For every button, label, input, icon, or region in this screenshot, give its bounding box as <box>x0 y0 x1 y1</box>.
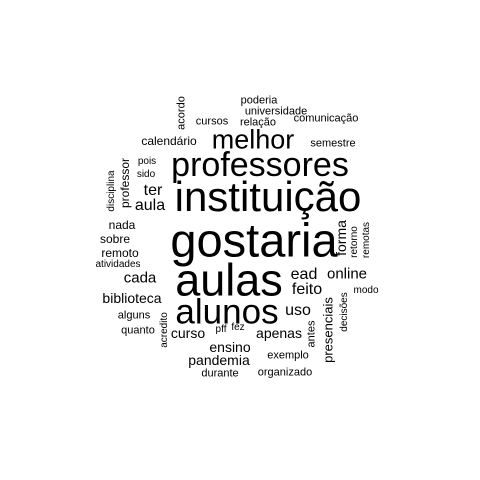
word-professor: professor <box>118 157 132 209</box>
word-semestre: semestre <box>310 137 356 150</box>
word-pois: pois <box>137 156 157 167</box>
word-atividades: atividades <box>95 259 141 270</box>
word-forma: forma <box>333 220 349 256</box>
word-organizado: organizado <box>257 366 313 379</box>
word-professores: professores <box>171 146 349 184</box>
word-exemplo: exemplo <box>267 349 309 362</box>
word-cursos: cursos <box>195 115 229 128</box>
word-decisoes: decisões <box>339 292 350 332</box>
word-remotas: remotas <box>361 221 372 259</box>
word-aulas: aulas <box>175 254 283 306</box>
word-gostaria: gostaria <box>170 213 338 267</box>
word-ead: ead <box>290 266 318 283</box>
word-disciplina: disciplina <box>106 170 117 212</box>
word-melhor: melhor <box>211 124 295 155</box>
word-acordo: acordo <box>175 96 188 130</box>
word-modo: modo <box>353 285 379 296</box>
word-universidade: universidade <box>244 105 308 118</box>
word-fez: fez <box>231 322 245 333</box>
word-presenciais: presenciais <box>320 297 336 363</box>
word-biblioteca: biblioteca <box>102 290 162 306</box>
word-durante: durante <box>201 367 239 380</box>
word-apenas: apenas <box>256 325 302 341</box>
word-retorno: retorno <box>349 226 360 258</box>
word-alunos: alunos <box>175 292 279 332</box>
word-sobre: sobre <box>99 232 131 246</box>
word-uso: uso <box>285 302 311 319</box>
word-instituicao: instituição <box>174 173 362 220</box>
word-feito: feito <box>291 281 323 298</box>
word-quanto: quanto <box>121 324 155 337</box>
word-acredito: acredito <box>159 312 170 348</box>
word-sido: sido <box>136 169 156 180</box>
word-curso: curso <box>170 325 206 341</box>
word-remoto: remoto <box>101 246 139 260</box>
word-online: online <box>326 265 368 283</box>
word-calendario: calendário <box>141 134 197 148</box>
word-pandemia: pandemia <box>188 352 250 368</box>
word-poderia: poderia <box>240 94 278 107</box>
word-relacao: relação <box>239 116 277 129</box>
word-nada: nada <box>108 218 136 232</box>
word-pff: pff <box>215 324 227 335</box>
word-cada: cada <box>123 269 157 287</box>
word-alguns: alguns <box>117 309 151 322</box>
word-aula: aula <box>134 197 166 214</box>
word-comunicacao: comunicação <box>293 112 359 125</box>
word-antes: antes <box>305 320 318 348</box>
word-ter: ter <box>143 182 163 199</box>
word-ensino: ensino <box>209 339 251 355</box>
